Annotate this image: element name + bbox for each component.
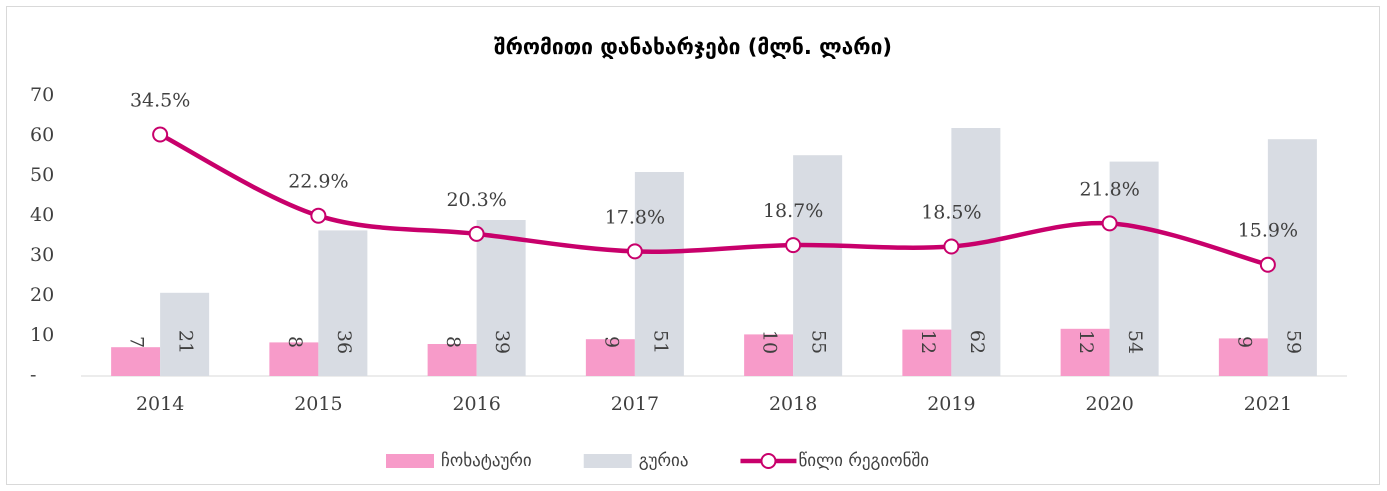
x-tick-label: 2018 bbox=[769, 393, 817, 415]
legend-label: ჩოხატაური bbox=[441, 451, 532, 471]
line bbox=[159, 132, 1269, 267]
x-tick-label: 2016 bbox=[452, 393, 500, 415]
x-tick-label: 2020 bbox=[1085, 393, 1133, 415]
y-tick-label: 30 bbox=[30, 244, 54, 266]
legend-marker bbox=[760, 453, 777, 469]
data-label: 10 bbox=[759, 330, 781, 354]
line-marker bbox=[943, 238, 960, 255]
data-label: 34.5% bbox=[130, 90, 190, 112]
y-tick-label: 10 bbox=[30, 324, 54, 346]
line-marker bbox=[468, 225, 485, 242]
y-tick-label: 20 bbox=[30, 284, 54, 306]
bar bbox=[793, 155, 843, 376]
bar bbox=[476, 220, 526, 376]
line-marker bbox=[626, 243, 643, 260]
data-label: 36 bbox=[333, 330, 355, 354]
x-tick-label: 2017 bbox=[611, 393, 659, 415]
bar bbox=[1218, 338, 1268, 376]
chart-title: შრომითი დანახარჯები (მლნ. ლარი) bbox=[494, 35, 892, 59]
line-marker bbox=[1259, 256, 1276, 273]
chart-border bbox=[6, 6, 1380, 485]
legend-label: წილი რეგიონში bbox=[798, 451, 929, 471]
bar bbox=[634, 172, 684, 376]
x-tick-label: 2021 bbox=[1244, 393, 1292, 415]
data-label: 39 bbox=[491, 330, 513, 354]
legend-label: გურია bbox=[639, 451, 689, 471]
data-label: 12 bbox=[1075, 330, 1097, 354]
data-label: 62 bbox=[966, 330, 988, 354]
line-marker bbox=[785, 237, 802, 254]
data-label: 7 bbox=[126, 336, 148, 348]
data-label: 15.9% bbox=[1238, 220, 1298, 242]
legend-swatch bbox=[583, 454, 632, 468]
x-tick-label: 2019 bbox=[927, 393, 975, 415]
bar bbox=[111, 347, 161, 376]
bar bbox=[951, 128, 1001, 376]
y-tick-label: - bbox=[30, 364, 36, 386]
x-tick-label: 2014 bbox=[136, 393, 184, 415]
y-tick-label: 40 bbox=[30, 204, 54, 226]
bar bbox=[269, 342, 319, 376]
data-label: 54 bbox=[1124, 330, 1146, 354]
legend-swatch bbox=[386, 454, 434, 468]
line-marker bbox=[310, 207, 327, 224]
data-label: 17.8% bbox=[605, 206, 665, 228]
data-label: 18.7% bbox=[763, 200, 823, 222]
line-marker bbox=[1101, 215, 1118, 232]
y-tick-label: 70 bbox=[30, 84, 54, 106]
data-label: 55 bbox=[808, 330, 830, 354]
bar bbox=[1267, 139, 1317, 376]
y-tick-label: 50 bbox=[30, 164, 54, 186]
x-tick-label: 2015 bbox=[294, 393, 342, 415]
y-tick-label: 60 bbox=[30, 124, 54, 146]
data-label: 9 bbox=[600, 336, 622, 348]
data-label: 18.5% bbox=[921, 202, 981, 224]
data-label: 8 bbox=[284, 336, 306, 348]
data-label: 8 bbox=[442, 336, 464, 348]
bar bbox=[744, 334, 794, 376]
bar bbox=[318, 230, 368, 376]
data-label: 9 bbox=[1233, 336, 1255, 348]
data-label: 12 bbox=[917, 330, 939, 354]
bar bbox=[585, 339, 635, 376]
bar bbox=[427, 344, 477, 376]
bar bbox=[160, 292, 210, 376]
data-label: 20.3% bbox=[446, 189, 506, 211]
data-label: 51 bbox=[649, 330, 671, 354]
data-label: 22.9% bbox=[288, 171, 348, 193]
bar bbox=[1109, 161, 1159, 376]
line-marker bbox=[152, 126, 169, 143]
data-label: 21 bbox=[175, 330, 197, 354]
data-label: 21.8% bbox=[1079, 178, 1139, 200]
bar bbox=[1060, 328, 1110, 376]
bar bbox=[902, 329, 952, 376]
data-label: 59 bbox=[1282, 330, 1304, 354]
